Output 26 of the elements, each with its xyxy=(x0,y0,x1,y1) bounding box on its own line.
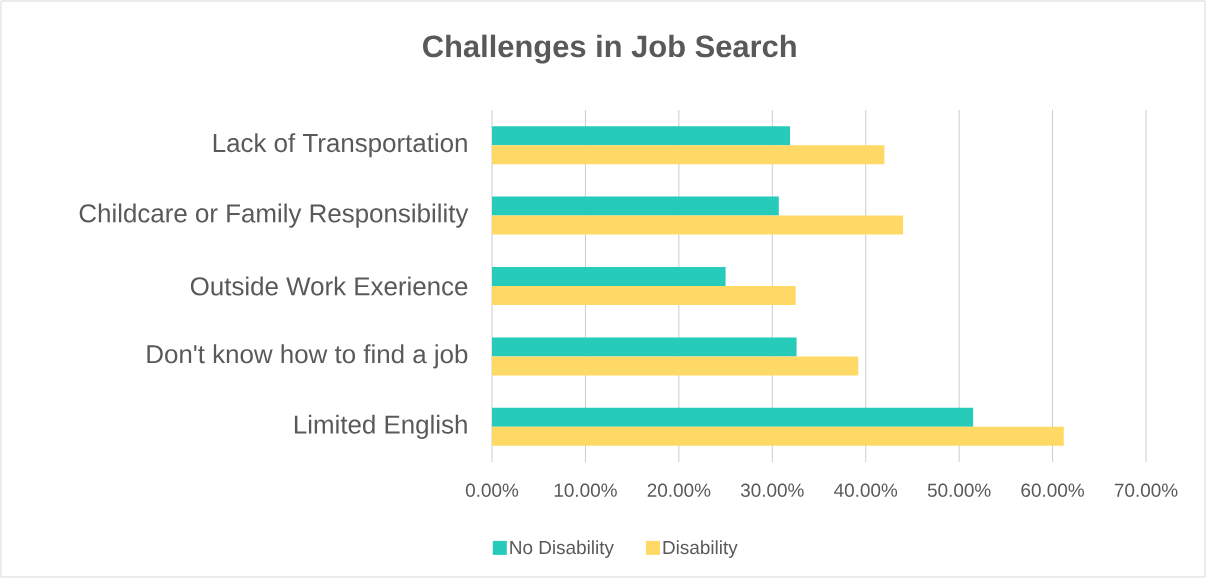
bar xyxy=(492,126,791,146)
x-tick-label: 40.00% xyxy=(834,483,898,497)
y-tick-label: Don't know how to find a job xyxy=(147,344,468,369)
bar xyxy=(492,267,726,286)
legend-label: Disability xyxy=(663,540,738,558)
y-tick-label: Limited English xyxy=(294,414,467,439)
x-tick-label: 50.00% xyxy=(927,483,991,497)
y-tick-label: Lack of Transportation xyxy=(213,133,467,158)
x-tick-label: 10.00% xyxy=(554,483,617,497)
y-tick-label: Childcare or Family Responsibility xyxy=(79,203,469,228)
x-tick-label: 60.00% xyxy=(1021,483,1084,497)
chart-title: Challenges in Job Search xyxy=(423,34,796,64)
bar xyxy=(492,145,885,165)
x-tick-label: 20.00% xyxy=(647,483,711,497)
y-tick-label: Outside Work Exerience xyxy=(190,276,468,296)
bar xyxy=(492,215,904,235)
x-tick-label: 70.00% xyxy=(1114,483,1178,497)
bar xyxy=(492,286,796,305)
bar xyxy=(492,196,779,216)
bar xyxy=(492,426,1064,446)
bar xyxy=(492,337,797,357)
bar xyxy=(492,407,974,427)
legend-label: No Disability xyxy=(510,540,614,558)
x-tick-label: 30.00% xyxy=(740,483,804,497)
x-tick-label: 0.00% xyxy=(465,483,519,497)
bar xyxy=(492,356,859,376)
